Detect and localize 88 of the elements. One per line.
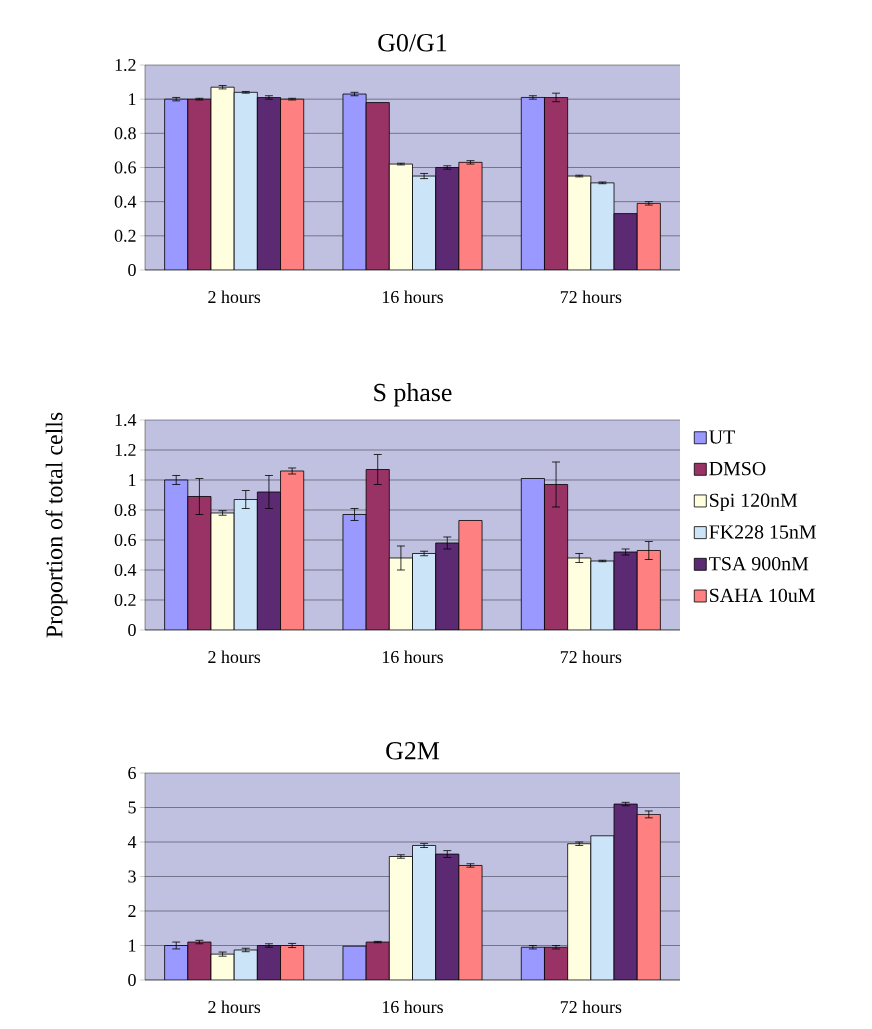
bar [257,97,281,270]
chart-title: G0/G1 [378,34,447,52]
bar [636,814,661,980]
bar [590,182,615,270]
bar [164,99,188,270]
bar [164,945,188,980]
bar [435,542,460,630]
bar [256,491,281,630]
bar [590,835,615,980]
bar [544,946,569,980]
y-tick-label: 0 [128,973,136,987]
y-tick-label: 2 [128,905,136,917]
y-tick-label: 0.2 [114,229,136,242]
bar [187,942,211,980]
bar [234,949,258,980]
bar [544,97,569,270]
y-tick-label: 1 [129,93,136,106]
bar [389,856,413,980]
legend-label: FK228 15nM [709,525,817,539]
x-tick-label: 72 hours [560,1000,622,1014]
bar [412,553,437,630]
x-tick-label: 16 hours [382,650,443,664]
y-tick-label: 5 [128,801,136,814]
bar [636,202,661,270]
y-tick-label: 4 [127,836,137,848]
y-tick-label: 1.4 [115,413,137,427]
bar [544,484,569,630]
legend-label: Spi 120nM [710,493,798,512]
bar [280,945,304,980]
legend-label: TSA 900nM [709,556,809,571]
chart-title: S phase [374,383,452,407]
x-tick-label: 72 hours [560,290,622,304]
y-tick-label: 0.6 [114,533,136,547]
y-tick-label: 0.4 [114,195,137,208]
bar [257,945,281,980]
x-tick-label: 2 hours [208,290,261,304]
y-tick-label: 6 [128,766,136,780]
x-tick-label: 2 hours [208,650,261,664]
bar [567,843,592,980]
x-tick-label: 16 hours [382,290,443,304]
x-tick-label: 72 hours [560,650,622,664]
y-tick-label: 0.8 [114,127,136,140]
bar [366,102,390,270]
bar [280,99,304,270]
legend-label: DMSO [709,461,766,476]
bar [458,162,483,270]
y-tick-label: 0 [128,263,136,277]
y-tick-label: 1.2 [115,58,136,72]
bar [435,167,459,270]
legend-label: SAHA 10uM [710,588,815,603]
bar [365,469,390,630]
bar [412,176,436,270]
y-tick-label: 0.4 [114,563,137,577]
bar [613,803,638,980]
x-tick-label: 16 hours [382,1000,443,1014]
bar [435,854,459,980]
bar [187,496,212,630]
y-tick-label: 0.6 [114,161,136,174]
bar [366,942,390,980]
bar [187,99,211,270]
y-axis-title: Proportion of total cells [45,412,68,638]
bar [613,213,638,270]
bar [567,557,592,630]
bar [520,97,545,270]
y-tick-label: 1 [129,939,136,952]
y-tick-label: 3 [128,870,136,883]
bar [210,512,235,630]
bar [613,551,638,630]
bar [590,560,615,630]
bar [412,845,436,980]
y-tick-label: 1 [129,474,136,486]
bar [389,164,413,270]
bar [210,87,235,270]
bar [234,92,258,270]
bar [388,557,413,630]
y-tick-label: 0.8 [114,503,136,517]
bar [210,954,235,980]
bar [458,865,483,980]
bar [567,175,592,270]
y-tick-label: 0.2 [114,593,136,607]
y-tick-label: 1.2 [115,443,136,457]
bar [342,94,367,270]
bar [520,946,545,980]
legend-label: UT [709,430,735,444]
chart-title: G2M [386,742,440,760]
x-tick-label: 2 hours [208,1000,261,1014]
y-tick-label: 0 [128,623,136,637]
bar [233,499,258,630]
